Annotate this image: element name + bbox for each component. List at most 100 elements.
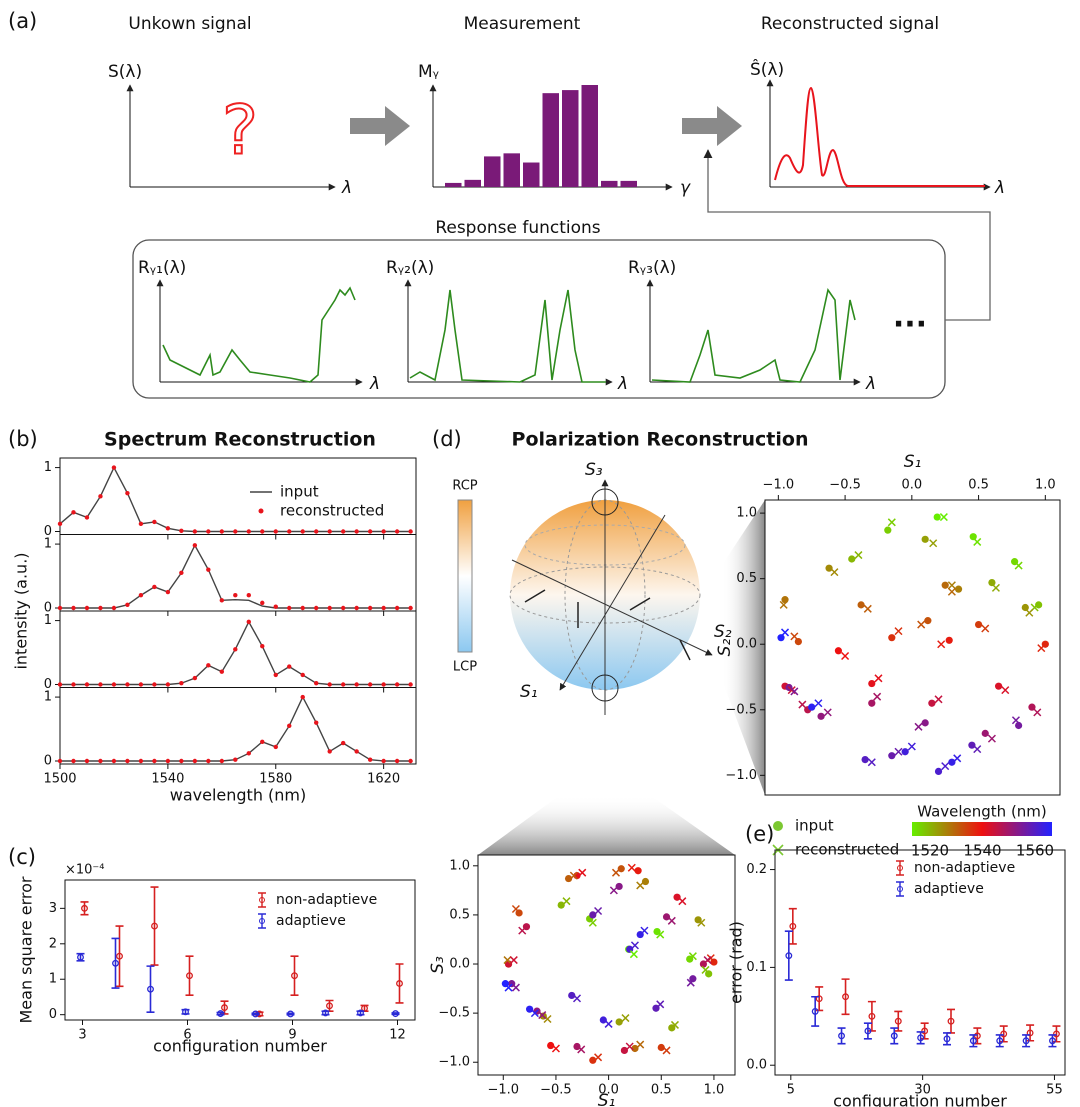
reconstructed-point	[219, 669, 225, 674]
error-point	[325, 999, 334, 1012]
response-label: Rᵧ₃(λ)	[628, 258, 676, 278]
reconstructed-point	[394, 758, 400, 764]
legend-swatch	[259, 897, 265, 903]
marker	[1026, 1029, 1034, 1037]
reconstructed-point	[165, 589, 171, 595]
reconstructed-point	[354, 529, 359, 534]
error-bar	[841, 978, 850, 1016]
reconstructed-point	[991, 583, 1000, 592]
error-point	[251, 1010, 260, 1018]
reconstructed-point	[300, 605, 305, 611]
response-label: Rᵧ₂(λ)	[386, 258, 434, 278]
zoom-shade	[478, 795, 735, 855]
reconstructed-point	[84, 682, 90, 687]
y-tick-label: 0.0	[746, 1058, 767, 1073]
error-point	[1052, 1025, 1061, 1043]
marker	[81, 904, 88, 912]
marker	[217, 1010, 224, 1018]
reconstructed-point	[538, 1011, 547, 1020]
reconstructed-point	[206, 567, 211, 572]
reconstructed-point	[367, 529, 373, 534]
arrow	[682, 106, 742, 146]
reconstructed-point	[503, 956, 512, 965]
axis-label: λ	[865, 374, 876, 394]
reconstructed-point	[408, 682, 413, 687]
legend-swatch	[896, 881, 904, 897]
reconstructed-point	[84, 758, 90, 764]
marker	[1049, 1037, 1056, 1045]
reconstructed-point	[569, 871, 578, 880]
reconstructed-point	[636, 1040, 645, 1049]
reconstructed-point	[340, 529, 346, 534]
reconstructed-point	[627, 863, 636, 872]
marker	[252, 1010, 259, 1018]
x-tick-label: 5	[787, 1083, 795, 1098]
reconstructed-point	[165, 758, 171, 764]
reconstructed-point	[408, 529, 413, 534]
marker	[864, 1027, 872, 1035]
input-point	[941, 581, 949, 589]
reconstructed-point	[246, 619, 251, 625]
marker	[287, 1010, 294, 1018]
response-curve	[409, 289, 606, 383]
linear-polarization	[629, 597, 651, 611]
y-tick-label: 2	[49, 936, 57, 951]
y-axis-label: Mean square error	[17, 876, 36, 1023]
reconstructed-point	[678, 897, 687, 906]
reconstructed-point	[367, 605, 373, 611]
reconstructed-point	[367, 757, 373, 762]
bar	[445, 182, 462, 187]
linear-polarization	[679, 639, 691, 661]
marker	[112, 959, 119, 967]
reconstructed-point	[670, 1020, 679, 1029]
handedness-bar	[457, 499, 473, 653]
error-point	[80, 901, 89, 916]
error-bar	[943, 1032, 951, 1046]
x-axis-label: S₁	[904, 452, 922, 472]
plot-frame	[764, 499, 1061, 796]
error-bar	[1052, 1025, 1061, 1043]
reconstructed-point	[656, 930, 665, 939]
reconstructed-point	[300, 672, 305, 678]
reconstructed-point	[408, 758, 413, 764]
y-tick-label: −0.5	[438, 1006, 470, 1021]
error-point	[841, 978, 850, 1016]
error-bar	[837, 1027, 846, 1045]
reconstructed-point	[551, 1044, 560, 1053]
reconstructed-point	[929, 539, 938, 548]
reconstructed-point	[1011, 716, 1020, 725]
legend-swatch	[896, 860, 904, 876]
error-point	[784, 930, 793, 981]
error-point	[185, 955, 194, 996]
reconstructed-point	[917, 620, 926, 629]
reconstructed-point	[152, 519, 157, 525]
reconstructed-point	[98, 758, 103, 764]
reconstructed-point	[530, 1009, 539, 1018]
marker	[838, 1032, 845, 1040]
input-point	[848, 555, 856, 563]
input-point	[573, 1042, 581, 1051]
axis-label: λ	[341, 178, 352, 198]
input-point	[948, 758, 956, 766]
y-tick-label: 1	[44, 613, 52, 628]
input-point	[861, 756, 869, 764]
error-bar	[1026, 1024, 1035, 1042]
error-point	[146, 965, 155, 1013]
reconstructed-point	[233, 529, 238, 534]
y-tick-label: 1.0	[736, 506, 757, 521]
panel-title: Polarization Reconstruction	[512, 429, 809, 451]
reconstructed-point	[408, 605, 413, 611]
reconstructed-point	[953, 754, 962, 763]
reconstructed-point	[125, 682, 130, 687]
input-point	[673, 893, 681, 901]
reconstructed-point	[640, 926, 649, 935]
y-axis-label: S₂	[715, 639, 735, 657]
input-line	[59, 466, 411, 533]
x-tick-label: 9	[288, 1028, 296, 1043]
reconstructed-point	[662, 1046, 671, 1055]
reconstructed-point	[354, 749, 359, 754]
reconstructed-point	[874, 674, 883, 683]
reconstructed-point	[327, 529, 332, 534]
x-tick-label: 0.5	[968, 478, 989, 493]
reconstructed-point	[894, 747, 903, 756]
